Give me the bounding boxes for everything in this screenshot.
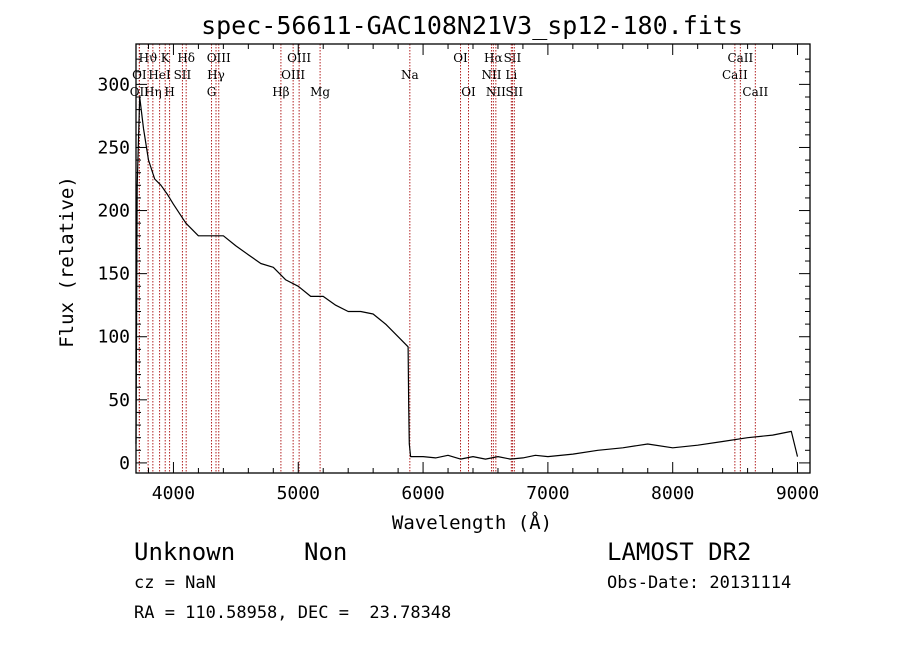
line-marker-label: SII <box>505 85 523 99</box>
line-marker-label: OIII <box>287 51 311 65</box>
spectrum-layer <box>135 96 799 460</box>
x-tick-label: 7000 <box>526 483 569 504</box>
x-axis-label: Wavelength (Å) <box>392 511 552 534</box>
obs-date-label: Obs-Date: 20131114 <box>607 573 792 593</box>
line-marker-label: Hβ <box>272 85 289 99</box>
line-marker-label: Hϑ <box>139 51 158 65</box>
line-marker-label: CaII <box>722 68 748 82</box>
coordinates-label: RA = 110.58958, DEC = 23.78348 <box>134 603 452 623</box>
line-marker-label: OI <box>132 68 147 82</box>
x-tick-label: 6000 <box>401 483 444 504</box>
y-tick-label: 250 <box>97 137 130 158</box>
line-marker-label: G <box>207 85 217 99</box>
y-axis-label: Flux (relative) <box>56 176 78 348</box>
line-marker-label: HeI <box>148 68 171 82</box>
release-label: LAMOST DR2 <box>607 538 752 566</box>
y-tick-label: 50 <box>108 390 130 411</box>
chart-title: spec-56611-GAC108N21V3_sp12-180.fits <box>201 11 743 40</box>
line-marker-label: OI <box>453 51 468 65</box>
line-marker-label: Na <box>401 68 419 82</box>
axis-layer: 4000 5000 6000 7000 8000 9000 0 50 100 150 200 250 3… <box>97 44 819 504</box>
line-marker-label: K <box>161 51 171 65</box>
line-marker-label: Mg <box>310 85 330 99</box>
y-tick-label: 300 <box>97 74 130 95</box>
line-marker-label: NII <box>481 68 501 82</box>
spectrum-line <box>135 96 799 460</box>
line-marker-label: Hγ <box>207 68 225 82</box>
y-tick-label: 100 <box>97 327 130 348</box>
line-marker-label: SII <box>174 68 192 82</box>
x-tick-label: 5000 <box>277 483 320 504</box>
line-marker-label: Hδ <box>177 51 195 65</box>
subclass-label: Non <box>304 538 348 566</box>
class-label: Unknown <box>134 538 236 566</box>
line-marker-label: Hα <box>484 51 503 65</box>
y-tick-label: 200 <box>97 201 130 222</box>
line-marker-label: Hη <box>144 85 162 99</box>
plot-frame <box>135 43 811 474</box>
line-marker-label: CaII <box>742 85 768 99</box>
line-marker-label: H <box>164 85 174 99</box>
line-marker-label: OI <box>461 85 476 99</box>
line-marker-label: OIII <box>281 68 305 82</box>
x-tick-label: 8000 <box>651 483 694 504</box>
y-tick-label: 0 <box>119 453 130 474</box>
x-tick-label: 9000 <box>776 483 819 504</box>
y-tick-label: 150 <box>97 264 130 285</box>
redshift-label: cz = NaN <box>134 573 216 593</box>
line-marker-label: OIII <box>207 51 231 65</box>
line-marker-label: NII <box>486 85 506 99</box>
line-marker-layer: OIIOIHϑHηHeIKHSIIHδGHγOIIIHβOIIIOIIIMgNa… <box>130 44 768 473</box>
x-tick-label: 4000 <box>152 483 195 504</box>
line-marker-label: CaII <box>727 51 753 65</box>
line-marker-label: SII <box>504 51 522 65</box>
line-marker-label: Li <box>505 68 517 82</box>
